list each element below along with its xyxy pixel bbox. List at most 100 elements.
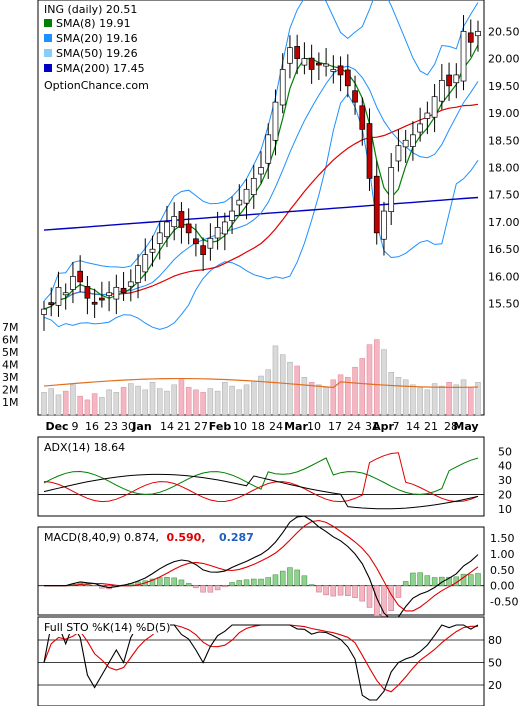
x-axis-label: 24 [269, 420, 283, 433]
macd-histogram-bar [287, 567, 293, 586]
adx-y-tick: 30 [498, 474, 512, 487]
candle-body [84, 286, 91, 299]
volume-bar [446, 382, 452, 416]
x-axis-label: 7 [393, 420, 400, 433]
x-axis-label: 17 [328, 420, 342, 433]
macd-histogram-bar [207, 585, 214, 593]
candle-body [366, 123, 373, 179]
volume-bar [388, 372, 394, 416]
candle-body [142, 254, 149, 273]
volume-bar [207, 388, 214, 416]
macd-histogram-bar [229, 582, 235, 586]
volume-y-tick: 1M [2, 396, 19, 409]
price-panel: 20.50 20.00 19.50 19.00 18.50 18.00 17.50 17.00… [2, 0, 520, 416]
candle-body [294, 46, 301, 59]
candle-body [467, 32, 474, 43]
volume-bar [287, 361, 293, 416]
adx-y-tick: 10 [498, 503, 512, 516]
candle-body [265, 134, 272, 164]
price-y-tick: 19.50 [488, 80, 520, 93]
legend-swatch-sma200 [44, 64, 52, 72]
volume-bar [294, 365, 300, 416]
adx-y-tick: 40 [498, 460, 512, 473]
price-legend: ING (daily) 20.51 SMA(8) 19.91 SMA(20) 1… [44, 3, 149, 92]
candle-body [381, 210, 387, 240]
candle-body [229, 210, 235, 221]
volume-bar [120, 387, 127, 416]
volume-y-tick: 3M [2, 371, 19, 384]
adx-lines [43, 452, 479, 510]
candle-body [352, 90, 358, 103]
volume-bar [99, 397, 105, 416]
volume-bar [70, 384, 76, 416]
volume-bar [475, 382, 481, 416]
macd-histogram-bar [373, 585, 380, 616]
adx-y-tick: 50 [498, 445, 512, 458]
volume-bar [352, 366, 358, 416]
volume-bar [91, 393, 98, 416]
macd-histogram-bar [200, 585, 206, 593]
candle-body [91, 301, 98, 305]
volume-y-tick: 2M [2, 384, 19, 397]
x-axis-label: May [453, 420, 478, 433]
candle-body [171, 216, 178, 228]
volume-bar [453, 384, 460, 416]
x-axis-label: 10 [233, 420, 247, 433]
volume-bar [279, 354, 286, 416]
legend-swatch-sma20 [44, 34, 52, 42]
candle-body [438, 80, 445, 102]
x-axis-label: 21 [177, 420, 191, 433]
x-axis-label: 18 [251, 420, 265, 433]
macd-lines [44, 515, 479, 621]
volume-bar [431, 383, 438, 416]
sto-y-tick: 20 [488, 679, 502, 692]
candle-body [446, 74, 452, 87]
candle-body [221, 221, 228, 235]
volume-bar [316, 384, 322, 416]
volume-average-line [43, 377, 479, 389]
legend-swatch-sma8 [44, 19, 52, 27]
sto-lines [43, 623, 479, 701]
volume-bar [410, 384, 416, 416]
volume-bar [468, 387, 474, 416]
price-y-tick: 19.00 [488, 107, 520, 120]
price-y-tick: 16.50 [488, 243, 520, 256]
candle-body [410, 134, 416, 147]
candle-body [330, 69, 337, 72]
volume-bar [460, 379, 467, 416]
candle-body [475, 30, 481, 37]
macd-histogram-bar [272, 574, 279, 586]
candle-body [178, 211, 185, 228]
macd-title: MACD(8,40,9) 0.874, 0.590, 0.287 [44, 531, 254, 544]
volume-bar [373, 339, 380, 416]
price-y-tick: 17.00 [488, 216, 520, 229]
macd-histogram-bar [178, 579, 185, 586]
candle-body [120, 287, 127, 294]
candle-body [236, 199, 243, 206]
volume-bar [236, 389, 243, 416]
macd-y-tick: 1.50 [490, 532, 515, 545]
price-y-tick: 18.50 [488, 134, 520, 147]
x-axis-label: 23 [104, 420, 118, 433]
candle-body [323, 63, 329, 67]
volume-bar [164, 390, 170, 416]
x-axis-label: 24 [347, 420, 361, 433]
price-panel-frame [37, 0, 485, 416]
x-axis-label: Dec [45, 420, 68, 433]
volume-y-tick: 6M [2, 334, 19, 347]
candle-body [373, 175, 380, 234]
volume-bar [178, 379, 185, 416]
volume-bar [193, 389, 199, 416]
x-axis-label: 10 [307, 420, 321, 433]
price-candles [41, 15, 481, 331]
x-axis-label: 31 [365, 420, 379, 433]
volume-bar [301, 377, 308, 416]
macd-histogram-bar [265, 577, 271, 586]
macd-histogram-bar [410, 572, 416, 586]
candle-body [55, 286, 62, 306]
volume-bar [366, 344, 373, 416]
macd-histogram-bar [258, 578, 264, 586]
sto-k-line [43, 623, 479, 701]
